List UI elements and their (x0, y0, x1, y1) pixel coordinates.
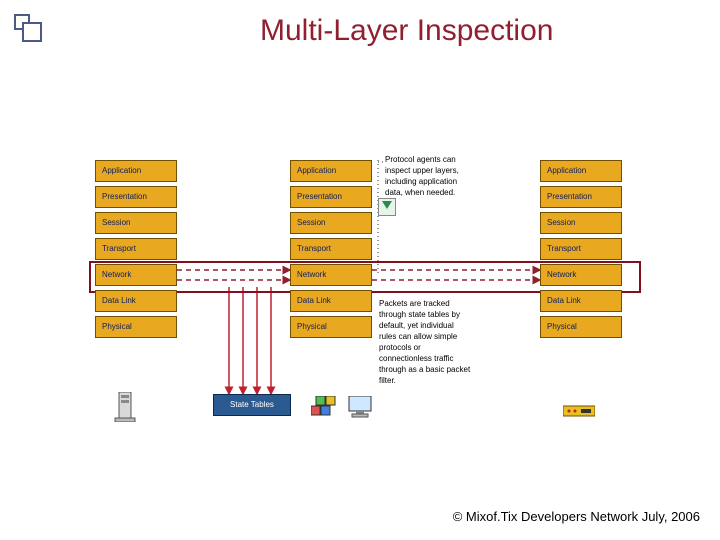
layer-transport: Transport (290, 238, 372, 260)
layer-session: Session (290, 212, 372, 234)
layer-application: Application (95, 160, 177, 182)
layer-data-link: Data Link (540, 290, 622, 312)
layer-application: Application (290, 160, 372, 182)
layer-application: Application (540, 160, 622, 182)
page-title: Multi-Layer Inspection (260, 14, 553, 48)
corner-decoration (14, 14, 44, 44)
cubes-icon (311, 396, 339, 418)
layer-network: Network (540, 264, 622, 286)
layer-transport: Transport (540, 238, 622, 260)
layer-stack-2: Application Presentation Session Transport N… (540, 160, 622, 342)
layer-network: Network (290, 264, 372, 286)
layer-stack-0: Application Presentation Session Transport N… (95, 160, 177, 342)
upper-layers-note: Protocol agents can inspect upper layers… (385, 154, 477, 198)
footer-copyright: © Mixof.Tix Developers Network July, 200… (453, 509, 700, 524)
layer-session: Session (95, 212, 177, 234)
server-icon (113, 392, 137, 422)
layer-data-link: Data Link (95, 290, 177, 312)
layer-data-link: Data Link (290, 290, 372, 312)
layer-session: Session (540, 212, 622, 234)
layer-physical: Physical (290, 316, 372, 338)
diagram-area: Application Presentation Session Transport N… (95, 160, 635, 470)
layer-stack-1: Application Presentation Session Transport N… (290, 160, 372, 342)
layer-presentation: Presentation (290, 186, 372, 208)
layer-presentation: Presentation (540, 186, 622, 208)
state-tables-box: State Tables (213, 394, 291, 416)
layer-physical: Physical (95, 316, 177, 338)
state-tables-note: Packets are tracked through state tables… (379, 298, 471, 386)
router-icon (563, 404, 595, 418)
layer-presentation: Presentation (95, 186, 177, 208)
layer-network: Network (95, 264, 177, 286)
layer-physical: Physical (540, 316, 622, 338)
monitor-icon (347, 396, 373, 418)
inspect-arrow-icon (378, 198, 396, 216)
layer-transport: Transport (95, 238, 177, 260)
